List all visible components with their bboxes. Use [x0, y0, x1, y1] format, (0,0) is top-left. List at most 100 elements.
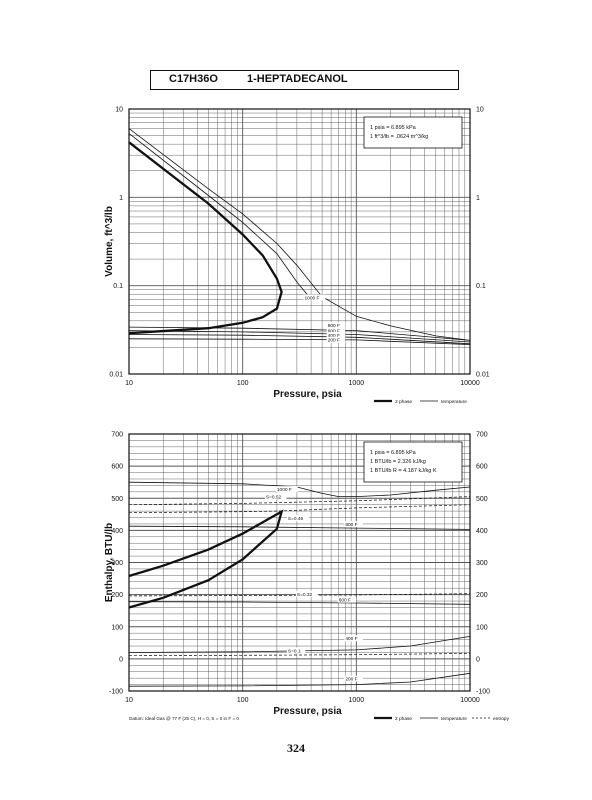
chart2-y-tick-label-right: 700 — [476, 432, 488, 439]
chart2-curve-label-bg — [286, 515, 309, 522]
chart1-curve-label-bg — [326, 336, 346, 343]
chart2-x-tick-label: 10 — [125, 697, 133, 704]
chart2-y-tick-label-left: 100 — [111, 624, 123, 631]
chart2-isotherm-line — [128, 525, 471, 530]
chart1-plot-frame — [128, 108, 471, 375]
chart2-y-tick-label-left: 300 — [111, 560, 123, 567]
chart2-isotherm-line — [128, 481, 471, 497]
chart2-y-tick-label-left: 0 — [119, 656, 123, 663]
chart2-legend-label: temperature — [441, 716, 467, 722]
chart2-y-tick-label-left: 500 — [111, 496, 123, 503]
chart1-info-box-line: 1 psia = 6.895 kPa — [370, 125, 417, 131]
chart2-curve-label: 1000 F — [277, 487, 292, 493]
chart1-y-tick-label-right: 0.1 — [476, 283, 486, 290]
chart2-info-box — [363, 441, 463, 483]
chart1-x-tick-label: 100 — [237, 380, 249, 387]
chart2-curve-label-bg — [344, 521, 363, 528]
compound-name: 1-HEPTADECANOL — [247, 73, 348, 85]
chart1-info-box — [363, 116, 463, 149]
chart2-info-box-line: 1 BTU/lb R = 4.187 kJ/kg K — [370, 468, 437, 474]
chart2-y-tick-label-right: 100 — [476, 624, 488, 631]
chart2-y-tick-label-right: 200 — [476, 592, 488, 599]
chart2-curve-label-bg — [344, 635, 363, 642]
chart2-isotherm-line — [128, 636, 471, 653]
chart1-y-tick-label-left: 0.01 — [109, 372, 123, 379]
chart1-y-tick-label-left: 0.1 — [113, 283, 123, 290]
chart2-legend-label: entropy — [493, 716, 510, 722]
chart2-plot-frame — [128, 433, 471, 692]
chart2-curve-label: S=0.46 — [288, 516, 304, 522]
chart2-entropy-line — [128, 653, 471, 657]
chart1-isotherm-line — [128, 334, 471, 345]
chart1-grid — [128, 109, 470, 375]
chart1-legend-label: temperature — [441, 399, 467, 405]
chart2-y-tick-label-right: 500 — [476, 496, 488, 503]
chart1-isotherm-line — [128, 133, 312, 300]
chart2-y-tick-label-right: 400 — [476, 528, 488, 535]
chart2-y-tick-label-left: 700 — [111, 432, 123, 439]
chart2-curve-label: 800 F — [345, 522, 357, 528]
chart2-datum-note: Datum: Ideal Gas @ 77 F (25 C), H = 0, S… — [129, 716, 239, 721]
page-number: 324 — [287, 741, 305, 755]
chart2-two-phase-dome — [128, 509, 284, 609]
chart2-y-tick-label-right: 0 — [476, 656, 480, 663]
chart2-y-axis-label: Enthalpy, BTU/lb — [104, 523, 115, 602]
chart1-y-tick-label-right: 1 — [476, 195, 480, 202]
chart2-curve-label-bg — [295, 590, 318, 597]
chart1-curve-label: 200 F — [328, 338, 340, 344]
chart2-x-tick-label: 1000 — [349, 697, 365, 704]
chart1-x-tick-label: 10 — [125, 380, 133, 387]
chart1-two-phase-dome — [128, 141, 283, 335]
chart2-info-box-line: 1 BTU/lb = 2.326 kJ/kg — [370, 459, 426, 465]
chart2-x-axis-label: Pressure, psia — [273, 706, 342, 717]
chart1-curve-label-bg — [326, 332, 346, 339]
chart2-x-tick-label: 10000 — [460, 697, 480, 704]
chart2-grid — [128, 433, 470, 692]
chart1-curve-label-bg — [326, 327, 346, 334]
chart2-y-tick-label-right: 300 — [476, 560, 488, 567]
chart2-curve-label-bg — [264, 493, 287, 500]
chart2-y-tick-label-left: 200 — [111, 592, 123, 599]
chart1-y-tick-label-right: 0.01 — [476, 372, 490, 379]
chart1-legend-label: 2 phase — [395, 399, 412, 405]
chart2-y-tick-label-left: 600 — [111, 464, 123, 471]
chart2-x-tick-label: 100 — [237, 697, 249, 704]
chart2-curve-label: 200 F — [345, 677, 357, 683]
chart1-isotherm-line — [128, 128, 471, 341]
chart2-curve-label-bg — [344, 675, 363, 682]
compound-formula: C17H36O — [169, 73, 218, 85]
chart1-y-tick-label-left: 1 — [119, 195, 123, 202]
chart1-x-tick-label: 10000 — [460, 380, 480, 387]
chart2-curve-label: S=0.52 — [266, 494, 282, 500]
chart1-y-tick-label-left: 10 — [115, 107, 123, 114]
chart1-x-tick-label: 1000 — [349, 380, 365, 387]
chart2-curve-label: 400 F — [345, 636, 357, 642]
chart1-curve-label: 800 F — [328, 323, 340, 329]
chart1-isotherm-line — [128, 326, 471, 341]
chart2-curve-label: S=0.1 — [288, 648, 301, 654]
chart2-curve-label-bg — [286, 647, 306, 654]
chart2-entropy-line — [128, 496, 471, 506]
chart2-curve-label-bg — [275, 486, 298, 493]
chart1-isotherm-line — [128, 330, 471, 343]
chart2-isotherm-line — [128, 601, 471, 605]
chart2-y-tick-label-right: -100 — [476, 689, 490, 696]
chart2-y-tick-label-left: -100 — [109, 689, 123, 696]
chart2-isotherm-line — [128, 672, 471, 687]
chart1-curve-label-bg — [303, 294, 326, 301]
chart2-y-tick-label-left: 400 — [111, 528, 123, 535]
chart2-curve-label: 600 F — [339, 598, 351, 604]
chart1-curve-label: 1000 F — [305, 295, 320, 301]
chart1-curve-label: 400 F — [328, 333, 340, 339]
chart2-entropy-line — [128, 504, 471, 514]
chart1-curve-label-bg — [326, 322, 346, 329]
chart1-curve-label: 600 F — [328, 328, 340, 334]
chart2-curve-label: S=0.32 — [297, 592, 313, 598]
chart1-info-box-line: 1 ft^3/lb = .0624 m^3/kg — [370, 134, 428, 140]
chart2-y-tick-label-right: 600 — [476, 464, 488, 471]
chart1-y-axis-label: Volume, ft^3/lb — [104, 206, 115, 277]
chart1-x-axis-label: Pressure, psia — [273, 389, 342, 400]
chart1-y-tick-label-right: 10 — [476, 107, 484, 114]
chart1-isotherm-line — [128, 338, 471, 345]
